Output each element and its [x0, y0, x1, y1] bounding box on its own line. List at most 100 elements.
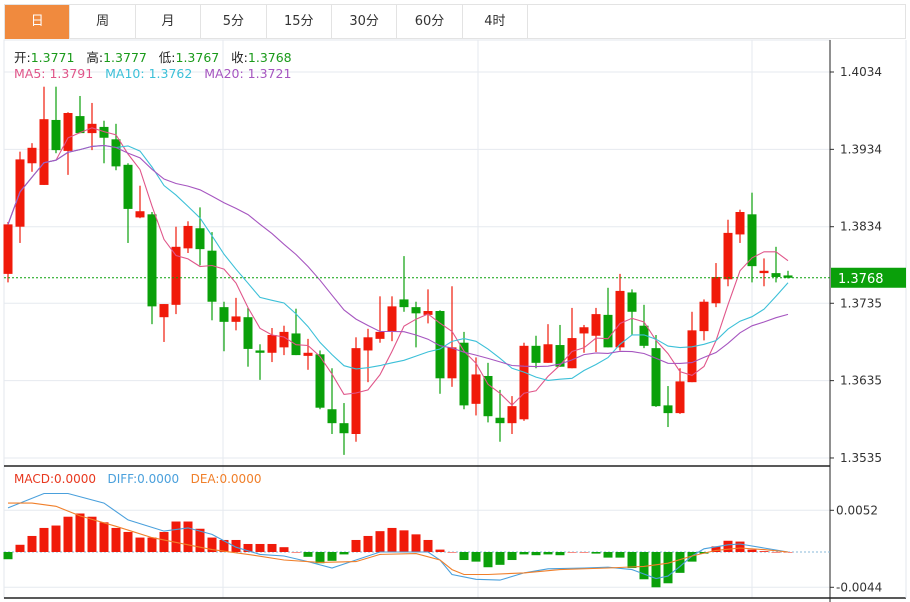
macd-histogram-bar — [51, 525, 61, 552]
candle-body — [483, 375, 493, 417]
candle-body — [399, 299, 409, 308]
macd-histogram-bar — [435, 549, 445, 552]
candle — [531, 335, 541, 369]
candle-body — [99, 126, 109, 138]
macd-histogram-bar — [459, 552, 469, 561]
candle-body — [159, 304, 169, 318]
candle-body — [411, 307, 421, 314]
candle — [603, 287, 613, 348]
tab-30min[interactable]: 30分 — [332, 5, 398, 39]
macd-histogram-bar — [579, 552, 589, 553]
candle — [783, 270, 793, 279]
low-value: 1.3767 — [175, 50, 220, 65]
ma20-line — [7, 144, 789, 368]
macd-histogram-bar — [603, 552, 613, 558]
tab-60min[interactable]: 60分 — [397, 5, 463, 39]
candle — [159, 304, 169, 342]
macd-histogram-bar — [771, 552, 781, 553]
candle — [555, 324, 565, 367]
candle-body — [255, 350, 265, 353]
macd-histogram-bar — [291, 552, 301, 553]
candle — [423, 289, 433, 324]
macd-value: MACD:0.0000 — [14, 472, 97, 486]
candle — [663, 386, 673, 428]
candle-body — [183, 225, 193, 249]
macd-histogram-bar — [99, 522, 109, 552]
candle — [675, 368, 685, 414]
macd-histogram-bar — [111, 527, 121, 552]
macd-histogram-bar — [363, 535, 373, 552]
tab-bar-filler — [527, 4, 906, 39]
timeframe-tabs: 日 周 月 5分 15分 30分 60分 4时 — [4, 4, 529, 39]
candle-body — [447, 347, 457, 379]
candle — [51, 86, 61, 154]
candle-body — [63, 112, 73, 151]
candle — [627, 289, 637, 335]
candle-body — [75, 116, 85, 134]
tab-4hour[interactable]: 4时 — [463, 5, 529, 39]
candle-body — [435, 311, 445, 379]
macd-histogram-bar — [783, 552, 793, 553]
ma5-line — [7, 127, 789, 406]
candle-body — [327, 409, 337, 424]
macd-histogram-bar — [219, 539, 229, 552]
macd-histogram-bar — [15, 544, 25, 552]
price-tick-label: 1.3635 — [840, 374, 882, 388]
macd-histogram-bar — [135, 537, 145, 552]
candle — [519, 342, 529, 421]
candle-body — [243, 317, 253, 349]
candle — [99, 120, 109, 164]
tab-week[interactable]: 周 — [70, 5, 136, 39]
ma10-value: MA10: 1.3762 — [105, 66, 193, 81]
macd-histogram-bar — [639, 552, 649, 580]
candle-body — [543, 344, 553, 363]
macd-histogram-bar — [651, 552, 661, 588]
candle-body — [687, 330, 697, 383]
candle-body — [771, 273, 781, 277]
macd-histogram-bar — [735, 541, 745, 552]
tab-15min[interactable]: 15分 — [267, 5, 332, 39]
candle — [711, 263, 721, 308]
candle-body — [171, 246, 181, 305]
candle — [291, 308, 301, 356]
candle-body — [339, 423, 349, 434]
candle — [591, 307, 601, 353]
candle — [39, 86, 49, 185]
tab-5min[interactable]: 5分 — [201, 5, 267, 39]
macd-histogram-bar — [75, 513, 85, 552]
candle — [723, 219, 733, 287]
macd-histogram-bar — [327, 552, 337, 561]
candle-body — [147, 214, 157, 307]
diff-value: DIFF:0.0000 — [107, 472, 180, 486]
candle-body — [639, 325, 649, 346]
candle — [471, 357, 481, 416]
macd-histogram-bar — [447, 552, 457, 553]
candle — [351, 337, 361, 442]
macd-histogram-bar — [267, 543, 277, 552]
macd-histogram-bar — [279, 547, 289, 552]
candle-body — [303, 352, 313, 356]
tab-day[interactable]: 日 — [5, 5, 71, 39]
candle — [147, 212, 157, 325]
macd-histogram-bar — [411, 534, 421, 552]
candle — [651, 334, 661, 407]
macd-tick-label: -0.0044 — [836, 580, 882, 594]
candle-body — [591, 314, 601, 336]
candle — [195, 207, 205, 266]
candle-body — [315, 354, 325, 408]
macd-histogram-bar — [231, 539, 241, 552]
candle-body — [579, 327, 589, 334]
macd-histogram-bar — [591, 552, 601, 554]
price-tick-label: 1.4034 — [840, 65, 882, 79]
candle-body — [675, 381, 685, 414]
tab-month[interactable]: 月 — [136, 5, 202, 39]
candle — [315, 350, 325, 410]
macd-tick-label: 0.0052 — [836, 503, 878, 517]
dea-line — [8, 502, 789, 576]
macd-histogram-bar — [3, 552, 13, 560]
macd-histogram-bar — [711, 546, 721, 552]
ma10-line — [7, 144, 789, 381]
candle — [495, 389, 505, 442]
macd-histogram-bar — [243, 543, 253, 552]
